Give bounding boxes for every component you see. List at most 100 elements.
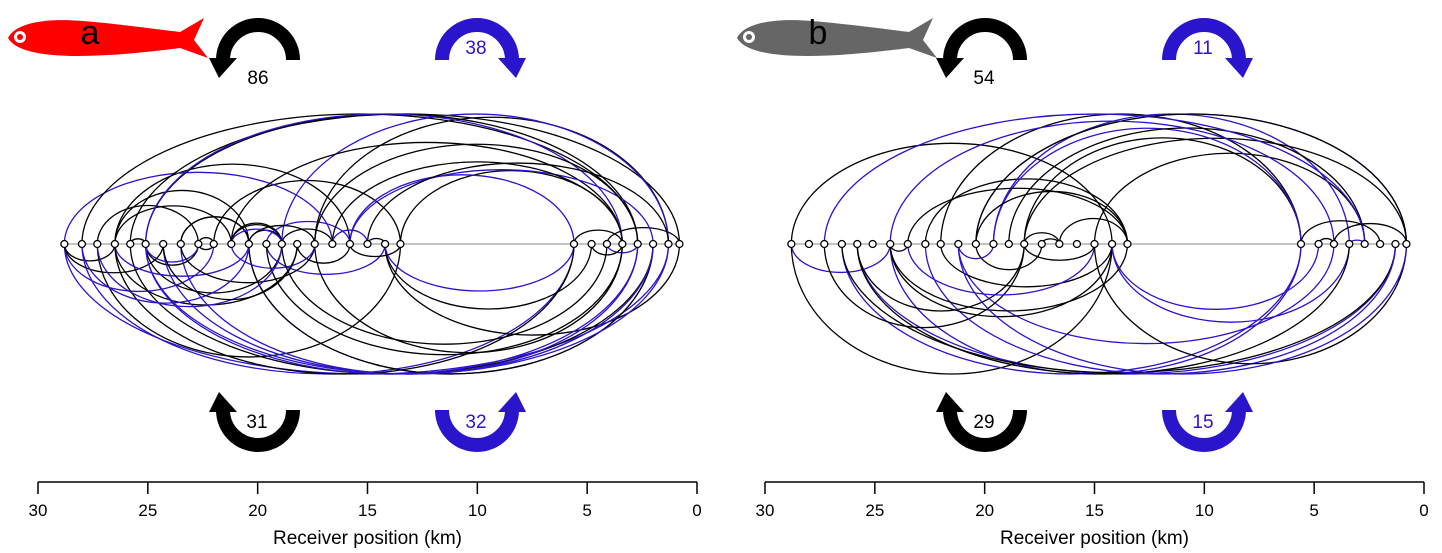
x-tick-label: 10 (468, 501, 487, 520)
movement-arc (957, 243, 995, 260)
receiver-point (209, 239, 218, 249)
upper-left-arrow-icon (209, 18, 300, 78)
movement-arc (331, 161, 623, 245)
movement-arc (924, 243, 1397, 375)
x-tick-label: 10 (1195, 501, 1214, 520)
receiver-point (293, 239, 302, 249)
lower-left-arrow-icon (936, 392, 1027, 452)
movement-arc (856, 243, 1350, 375)
receiver-point (159, 239, 168, 249)
movement-arcs (63, 113, 681, 375)
movement-arc (265, 243, 623, 356)
movement-arc (1023, 137, 1408, 245)
receivers (60, 239, 684, 249)
upper-left-count: 86 (247, 68, 268, 89)
x-axis-label: Receiver position (km) (1000, 528, 1189, 549)
movement-arc (296, 243, 351, 264)
receiver-point (328, 239, 337, 249)
receiver-point (396, 239, 405, 249)
x-tick-label: 25 (138, 501, 157, 520)
receiver-point (310, 239, 319, 249)
movement-arc (975, 190, 1129, 245)
receiver-point (110, 239, 120, 249)
receiver-point (1123, 239, 1132, 249)
movement-arc (96, 204, 200, 245)
movement-arc (1023, 243, 1096, 261)
x-tick-label: 15 (1085, 501, 1104, 520)
x-axis: 30 25 20 15 10 5 0 Receiver position (km) (756, 481, 1429, 549)
receiver-point (1391, 239, 1400, 249)
receiver-point (363, 239, 372, 249)
movement-arc (265, 243, 386, 276)
panel-a: a 86 38 31 32 30 25 20 15 10 5 0 Receiver position (… (8, 14, 702, 549)
movement-arc (230, 224, 283, 245)
upper-right-arrow-icon (435, 18, 526, 78)
x-tick-label: 20 (248, 501, 267, 520)
receiver-point (648, 239, 658, 249)
lower-left-count: 29 (973, 412, 994, 433)
movement-arc (384, 243, 575, 292)
receiver-point (1296, 239, 1306, 249)
movement-arc (1023, 137, 1302, 245)
receiver-point (380, 239, 390, 249)
movement-arc (1111, 243, 1320, 310)
movement-arc (1008, 127, 1366, 245)
upper-left-arrow-icon (936, 18, 1027, 78)
receiver-point (194, 239, 203, 249)
receiver-point (837, 239, 847, 249)
lower-left-count: 31 (246, 412, 267, 433)
panel-b: b 54 11 29 15 30 25 20 15 10 5 0 Receiver position (… (737, 14, 1429, 549)
movement-arc (144, 243, 283, 294)
upper-right-count: 38 (465, 38, 486, 59)
receiver-point (569, 239, 579, 249)
lower-left-arrow-icon (209, 392, 300, 452)
movement-arc (63, 243, 670, 375)
receiver-point (93, 239, 102, 249)
movement-arc (940, 243, 1113, 288)
movement-arc (114, 189, 250, 245)
movement-arc (606, 227, 681, 245)
receiver-point (1020, 239, 1029, 249)
movement-arc (366, 162, 670, 245)
movement-arc (180, 243, 316, 284)
receiver-point (954, 239, 963, 249)
movement-arc (1058, 217, 1129, 245)
x-tick-label: 5 (582, 501, 591, 520)
x-tick-label: 20 (975, 501, 994, 520)
movement-arc (573, 229, 623, 245)
receiver-point (1055, 239, 1064, 249)
movement-arc (96, 243, 402, 358)
movement-arc (924, 178, 1129, 245)
panel-letter: b (809, 14, 828, 52)
movement-arc (856, 243, 1025, 312)
receiver-point (804, 239, 814, 249)
x-tick-label: 5 (1309, 501, 1318, 520)
receiver-point (971, 239, 981, 249)
receiver-point (1329, 239, 1339, 249)
movement-arc (841, 243, 1302, 375)
movement-arc (265, 220, 351, 245)
movement-arc (114, 163, 351, 245)
movement-arcs (790, 113, 1408, 375)
lower-right-count: 32 (465, 412, 486, 433)
movement-arc (957, 243, 1408, 375)
movement-arc (144, 243, 200, 263)
receiver-point (886, 239, 895, 249)
movement-arc (349, 243, 402, 258)
receiver-point (1004, 239, 1013, 249)
movement-arc (907, 243, 1096, 296)
movement-arc (63, 171, 334, 245)
movement-arc (63, 243, 215, 292)
receiver-point (1345, 239, 1354, 249)
movement-arc (992, 127, 1302, 245)
x-tick-label: 30 (756, 501, 775, 520)
movement-arc (957, 243, 1335, 345)
x-tick-label: 0 (1419, 501, 1428, 520)
receiver-point (633, 239, 642, 249)
movement-arc (992, 113, 1350, 245)
movement-arc (144, 243, 639, 375)
movement-arc (162, 243, 298, 301)
movement-arc (114, 243, 250, 277)
receiver-point (244, 239, 254, 249)
